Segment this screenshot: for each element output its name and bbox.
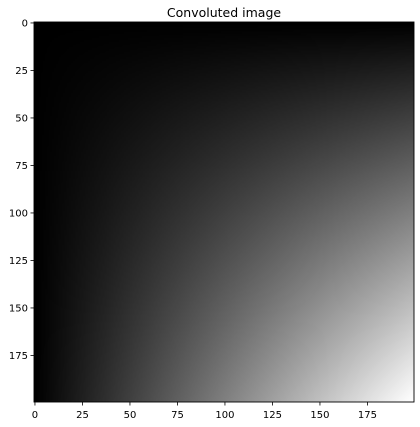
heatmap-image — [34, 22, 414, 402]
plot-frame — [33, 21, 415, 403]
x-tick-label: 175 — [358, 410, 377, 421]
x-axis: 0 25 50 75 100 125 150 175 — [32, 402, 377, 421]
y-tick-label: 0 — [22, 18, 28, 29]
y-tick-label: 25 — [15, 66, 28, 77]
y-tick-label: 100 — [9, 208, 28, 219]
x-tick-label: 150 — [310, 410, 329, 421]
y-tick-label: 50 — [15, 113, 28, 124]
x-tick-label: 75 — [171, 410, 184, 421]
x-tick-label: 25 — [76, 410, 89, 421]
y-tick-label: 175 — [9, 351, 28, 362]
y-tick-label: 125 — [9, 256, 28, 267]
y-tick-label: 150 — [9, 303, 28, 314]
x-tick-label: 125 — [263, 410, 282, 421]
plot-area — [33, 21, 415, 403]
x-tick-label: 100 — [215, 410, 234, 421]
y-tick-label: 75 — [15, 161, 28, 172]
x-tick-label: 0 — [32, 410, 38, 421]
chart-title: Convoluted image — [167, 5, 281, 20]
y-axis: 0 25 50 75 100 125 150 175 — [9, 18, 34, 362]
x-tick-label: 50 — [124, 410, 137, 421]
